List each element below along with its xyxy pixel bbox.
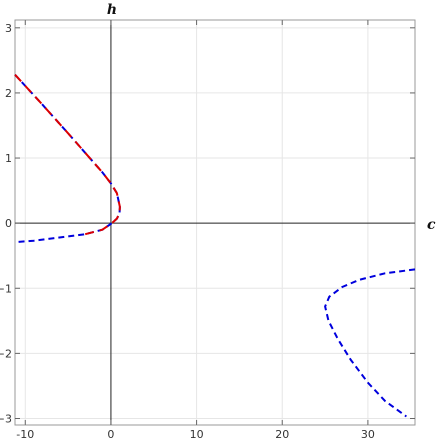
- x-tick-label: 20: [275, 428, 289, 441]
- y-tick-label: 3: [5, 22, 12, 35]
- plot-frame: [14, 19, 416, 426]
- series-group: [14, 74, 416, 418]
- x-axis-label: c: [427, 217, 436, 233]
- x-tick-label: -10: [16, 428, 34, 441]
- grid: [15, 20, 415, 425]
- x-tick-label: 30: [361, 428, 375, 441]
- y-tick-label: 2: [5, 87, 12, 100]
- y-axis-label: h: [107, 2, 117, 18]
- y-tick-label: 1: [5, 152, 12, 165]
- series-line: [324, 268, 416, 418]
- x-tick-label: 0: [107, 428, 114, 441]
- x-tick-label: 10: [190, 428, 204, 441]
- axes: [15, 20, 415, 425]
- ticks: -10 0 10 20 30 −3 −2 −1 0 1 2 3: [0, 20, 415, 441]
- series-line: [14, 74, 121, 236]
- y-tick-label: −2: [0, 347, 12, 360]
- y-tick-label: −1: [0, 282, 12, 295]
- y-tick-label: 0: [5, 217, 12, 230]
- y-tick-label: −3: [0, 412, 12, 425]
